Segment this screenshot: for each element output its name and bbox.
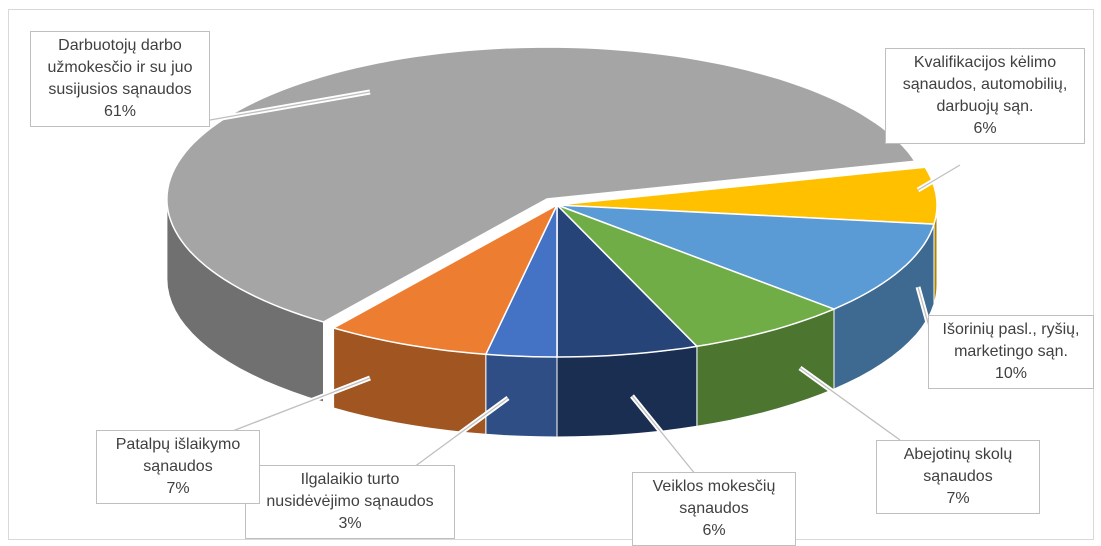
label-ilgalaikio: Ilgalaikio turto nusidėvėjimo sąnaudos 3… xyxy=(245,465,455,539)
label-veiklos-line1: Veiklos mokesčių xyxy=(652,478,776,495)
leader-ilgalaikio xyxy=(409,397,509,471)
label-veiklos-line2: sąnaudos xyxy=(679,500,749,517)
leader-abejotinu xyxy=(799,367,901,441)
slice-abejotinu xyxy=(556,204,837,348)
label-abejotinu-percent: 7% xyxy=(946,490,970,507)
label-darbuotoju-line3: susijusios sąnaudos xyxy=(48,81,192,98)
pie-top-faces xyxy=(166,46,938,358)
label-isoriniu: Išorinių pasl., ryšių, marketingo sąn. 1… xyxy=(928,315,1094,389)
label-patalpu-line2: sąnaudos xyxy=(143,458,213,475)
label-ilgalaikio-percent: 3% xyxy=(338,515,362,532)
leader-darbuotoju xyxy=(209,91,371,121)
label-kvalifikacijos-line1: Kvalifikacijos kėlimo xyxy=(913,54,1057,71)
label-patalpu-line1: Patalpų išlaikymo xyxy=(115,436,241,453)
label-ilgalaikio-line1: Ilgalaikio turto xyxy=(300,471,400,488)
label-isoriniu-line1: Išorinių pasl., ryšių, xyxy=(942,321,1080,338)
label-kvalifikacijos: Kvalifikacijos kėlimo sąnaudos, automobi… xyxy=(885,48,1085,144)
label-patalpu: Patalpų išlaikymo sąnaudos 7% xyxy=(96,430,260,504)
leader-patalpu xyxy=(229,377,371,433)
label-veiklos-percent: 6% xyxy=(702,522,726,539)
slice-veiklos xyxy=(556,203,699,358)
label-darbuotoju-line1: Darbuotojų darbo xyxy=(58,37,182,54)
label-isoriniu-line2: marketingo sąn. xyxy=(954,343,1068,360)
label-darbuotoju: Darbuotojų darbo užmokesčio ir su juo su… xyxy=(30,31,210,127)
slice-kvalifikacijos xyxy=(556,166,938,225)
label-darbuotoju-line2: užmokesčio ir su juo xyxy=(47,59,193,76)
label-isoriniu-percent: 10% xyxy=(994,365,1028,382)
label-veiklos: Veiklos mokesčių sąnaudos 6% xyxy=(632,472,796,546)
label-darbuotoju-percent: 61% xyxy=(103,103,137,120)
label-abejotinu-line2: sąnaudos xyxy=(923,468,993,485)
label-kvalifikacijos-percent: 6% xyxy=(973,120,997,137)
label-abejotinu: Abejotinų skolų sąnaudos 7% xyxy=(876,440,1040,514)
slice-darbuotoju xyxy=(166,46,917,323)
leader-veiklos xyxy=(631,395,701,481)
side-veiklos xyxy=(556,345,698,438)
label-kvalifikacijos-line3: darbuojų sąn. xyxy=(936,98,1034,115)
label-abejotinu-line1: Abejotinų skolų xyxy=(903,446,1013,463)
label-ilgalaikio-line2: nusidėvėjimo sąnaudos xyxy=(266,493,434,510)
pie-side-walls xyxy=(166,198,938,438)
slice-patalpu xyxy=(331,203,559,356)
label-kvalifikacijos-line2: sąnaudos, automobilių, xyxy=(902,76,1068,93)
label-patalpu-percent: 7% xyxy=(166,480,190,497)
side-ilgalaikio xyxy=(485,353,558,438)
slice-isoriniu xyxy=(556,204,936,310)
leader-kvalifikacijos xyxy=(917,164,961,191)
leader-lines xyxy=(209,89,962,482)
